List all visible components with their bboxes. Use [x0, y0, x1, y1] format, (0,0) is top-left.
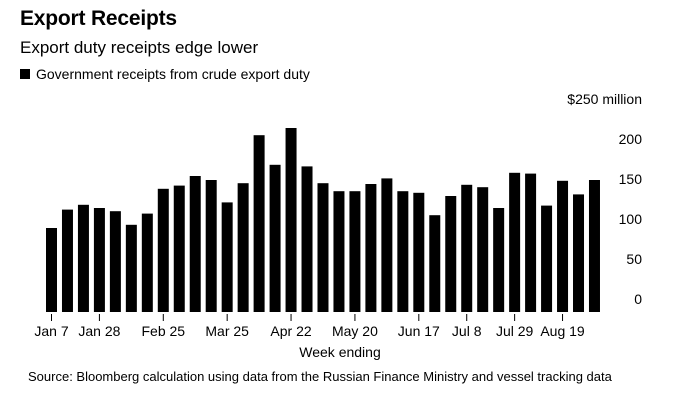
bar [141, 213, 153, 312]
bar [46, 228, 57, 312]
x-tick-label: Feb 25 [141, 323, 185, 339]
x-tick-label: Mar 25 [205, 323, 249, 339]
bar [557, 180, 569, 312]
source-note: Source: Bloomberg calculation using data… [28, 369, 612, 384]
legend-label: Government receipts from crude export du… [36, 66, 310, 82]
x-tick-label: Jan 7 [34, 323, 68, 339]
bar [61, 209, 73, 312]
bar [541, 205, 553, 312]
x-tick-label: Jan 28 [78, 323, 120, 339]
x-tick-label: Jul 8 [452, 323, 482, 339]
bar [493, 208, 505, 312]
bar [317, 183, 329, 312]
x-tick-label: Jul 29 [496, 323, 534, 339]
bar [477, 187, 489, 312]
x-tick-label: Aug 19 [540, 323, 585, 339]
x-tick-label: Apr 22 [270, 323, 311, 339]
legend: Government receipts from crude export du… [20, 66, 310, 82]
bar [173, 185, 185, 312]
bar [525, 173, 537, 312]
bar [349, 191, 361, 312]
bar [445, 196, 457, 312]
bar [413, 192, 425, 312]
bar [109, 211, 121, 312]
x-tick-label: Jun 17 [398, 323, 440, 339]
y-tick-label: 0 [634, 291, 642, 307]
x-tick-label: May 20 [332, 323, 378, 339]
bar [333, 191, 345, 312]
bar [237, 183, 249, 312]
bar [301, 166, 313, 312]
bar [573, 194, 585, 312]
bar [189, 176, 201, 312]
bar [397, 191, 409, 312]
y-tick-label: 150 [619, 171, 643, 187]
y-tick-label: 200 [619, 131, 643, 147]
bar [509, 172, 521, 312]
bar [269, 164, 281, 312]
legend-swatch [20, 69, 30, 79]
bar [461, 184, 473, 312]
bar [93, 208, 105, 312]
chart-title: Export Receipts [20, 7, 177, 30]
bar [205, 180, 217, 312]
bar [253, 135, 265, 312]
chart-subtitle: Export duty receipts edge lower [20, 38, 259, 57]
bar [381, 178, 393, 312]
bar [285, 128, 297, 312]
y-tick-label: 50 [626, 251, 642, 267]
bar [125, 224, 137, 312]
y-tick-label: 100 [619, 211, 643, 227]
bar [588, 180, 600, 312]
bar [221, 202, 233, 312]
bar [429, 215, 441, 312]
y-tick-label: $250 million [567, 91, 642, 107]
bar [77, 204, 89, 312]
bar [365, 184, 377, 312]
x-axis-title: Week ending [299, 344, 380, 360]
bar [157, 188, 169, 312]
